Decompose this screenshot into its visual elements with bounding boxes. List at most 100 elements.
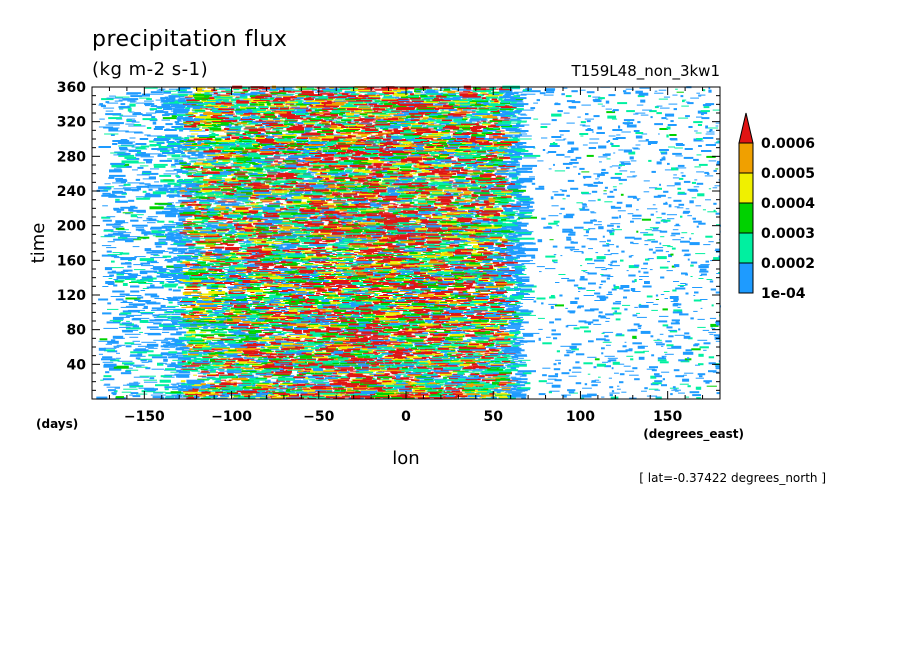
heatmap-cell xyxy=(167,305,179,307)
heatmap-cell xyxy=(199,293,215,296)
heatmap-cell xyxy=(214,303,234,305)
heatmap-cell xyxy=(449,331,466,334)
heatmap-cell xyxy=(360,337,378,339)
heatmap-cell xyxy=(548,391,552,394)
heatmap-cell xyxy=(658,320,668,323)
heatmap-cell xyxy=(154,298,165,299)
heatmap-cell xyxy=(102,378,115,381)
heatmap-cell xyxy=(326,255,334,257)
heatmap-cell xyxy=(271,377,289,379)
heatmap-cell xyxy=(308,291,315,294)
heatmap-cell xyxy=(391,257,395,260)
heatmap-cell xyxy=(273,241,283,243)
heatmap-cell xyxy=(496,263,505,266)
heatmap-cell xyxy=(612,312,622,315)
heatmap-cell xyxy=(561,372,570,375)
heatmap-cell xyxy=(437,363,446,366)
heatmap-cell xyxy=(168,342,185,346)
heatmap-cell xyxy=(496,294,502,297)
heatmap-cell xyxy=(400,321,408,324)
heatmap-cell xyxy=(159,362,167,364)
heatmap-cell xyxy=(475,285,480,288)
heatmap-cell xyxy=(207,309,212,312)
heatmap-cell xyxy=(149,319,164,322)
heatmap-cell xyxy=(313,285,324,288)
heatmap-cell xyxy=(675,287,686,290)
heatmap-cell xyxy=(130,285,140,288)
heatmap-cell xyxy=(515,333,519,336)
heatmap-cell xyxy=(245,362,258,364)
heatmap-cell xyxy=(418,258,436,260)
heatmap-cell xyxy=(238,295,256,296)
heatmap-cell xyxy=(384,328,400,330)
heatmap-cell xyxy=(338,387,344,390)
heatmap-cell xyxy=(181,251,195,254)
heatmap-cell xyxy=(241,286,253,289)
heatmap-cell xyxy=(251,308,270,311)
heatmap-cell xyxy=(219,370,227,372)
heatmap-cell xyxy=(680,237,685,239)
heatmap-cell xyxy=(500,267,510,270)
heatmap-cell xyxy=(421,392,428,394)
heatmap-cell xyxy=(703,349,707,351)
heatmap-cell xyxy=(120,262,132,265)
heatmap-cell xyxy=(178,336,196,340)
heatmap-cell xyxy=(602,341,612,343)
heatmap-cell xyxy=(182,326,190,329)
heatmap-cell xyxy=(156,273,164,274)
heatmap-cell xyxy=(107,308,119,310)
heatmap-cell xyxy=(519,361,526,363)
heatmap-cell xyxy=(264,240,273,242)
heatmap-cell xyxy=(198,389,210,392)
heatmap-cell xyxy=(514,260,533,262)
heatmap-cell xyxy=(307,310,320,312)
heatmap-cell xyxy=(158,241,166,243)
heatmap-cell xyxy=(199,273,210,274)
heatmap-cell xyxy=(275,370,292,374)
heatmap-cell xyxy=(297,345,314,347)
heatmap-cell xyxy=(481,371,494,374)
heatmap-cell xyxy=(247,296,264,297)
heatmap-cell xyxy=(509,322,522,324)
heatmap-cell xyxy=(327,317,336,319)
heatmap-cell xyxy=(312,374,327,377)
heatmap-cell xyxy=(697,339,708,341)
heatmap-cell xyxy=(373,329,382,331)
heatmap-cell xyxy=(662,245,671,247)
heatmap-cell xyxy=(449,371,457,373)
heatmap-cell xyxy=(420,323,439,326)
heatmap-cell xyxy=(108,389,116,392)
heatmap-cell xyxy=(573,251,584,253)
heatmap-cell xyxy=(186,327,199,329)
heatmap-cell xyxy=(497,383,507,386)
heatmap-cell xyxy=(150,295,160,298)
heatmap-cell xyxy=(173,308,185,312)
heatmap-cell xyxy=(202,260,220,262)
heatmap-cell xyxy=(487,376,492,378)
heatmap-cell xyxy=(376,371,385,373)
heatmap-cell xyxy=(150,284,155,287)
heatmap-cell xyxy=(105,371,110,374)
heatmap-cell xyxy=(296,352,310,355)
heatmap-cell xyxy=(302,316,312,319)
heatmap-cell xyxy=(170,333,182,336)
heatmap-cell xyxy=(224,300,243,301)
heatmap-cell xyxy=(371,234,383,237)
heatmap-cell xyxy=(258,357,263,359)
heatmap-cell xyxy=(214,347,230,350)
heatmap-cell xyxy=(302,277,313,278)
heatmap-cell xyxy=(364,278,372,281)
heatmap-cell xyxy=(554,318,562,321)
heatmap-cell xyxy=(369,269,388,272)
heatmap-cell xyxy=(425,252,433,255)
heatmap-cell xyxy=(151,307,162,310)
heatmap-cell xyxy=(239,377,247,380)
heatmap-cell xyxy=(263,345,280,348)
heatmap-cell xyxy=(143,379,157,381)
heatmap-cell xyxy=(321,275,327,276)
heatmap-cell xyxy=(123,384,140,386)
heatmap-cell xyxy=(225,390,236,393)
heatmap-cell xyxy=(385,385,403,388)
heatmap-cell xyxy=(581,394,592,398)
heatmap-cell xyxy=(273,263,286,265)
